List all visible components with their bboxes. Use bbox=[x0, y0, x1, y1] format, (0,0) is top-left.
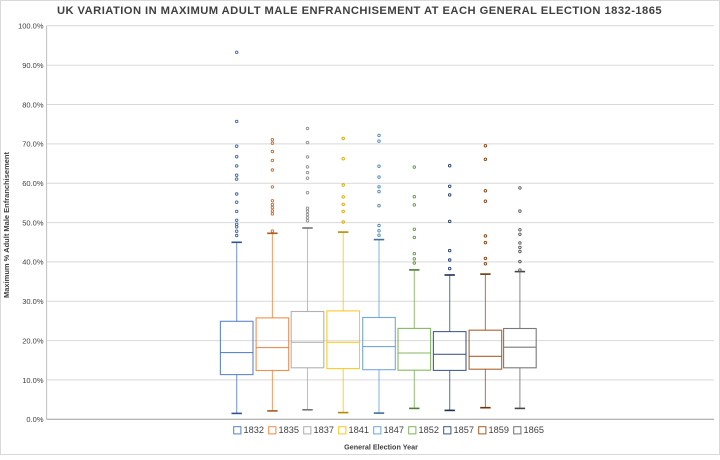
svg-text:20.0%: 20.0% bbox=[22, 336, 44, 345]
svg-text:100.0%: 100.0% bbox=[18, 22, 44, 31]
svg-text:1832: 1832 bbox=[244, 425, 264, 435]
svg-text:60.0%: 60.0% bbox=[22, 179, 44, 188]
svg-text:40.0%: 40.0% bbox=[22, 258, 44, 267]
svg-text:Maximum % Adult Male Enfranchi: Maximum % Adult Male Enfranchisement bbox=[2, 152, 11, 299]
svg-text:General Election Year: General Election Year bbox=[344, 442, 418, 451]
svg-text:90.0%: 90.0% bbox=[22, 61, 44, 70]
svg-text:80.0%: 80.0% bbox=[22, 100, 44, 109]
svg-text:50.0%: 50.0% bbox=[22, 218, 44, 227]
svg-text:10.0%: 10.0% bbox=[22, 376, 44, 385]
svg-text:30.0%: 30.0% bbox=[22, 297, 44, 306]
svg-text:1835: 1835 bbox=[279, 425, 299, 435]
svg-text:1837: 1837 bbox=[314, 425, 334, 435]
svg-text:1859: 1859 bbox=[489, 425, 509, 435]
svg-text:1857: 1857 bbox=[454, 425, 474, 435]
svg-text:1841: 1841 bbox=[349, 425, 369, 435]
svg-text:UK VARIATION IN MAXIMUM ADULT: UK VARIATION IN MAXIMUM ADULT MALE ENFRA… bbox=[57, 5, 662, 17]
svg-text:0.0%: 0.0% bbox=[26, 415, 43, 424]
svg-text:1852: 1852 bbox=[419, 425, 439, 435]
svg-text:70.0%: 70.0% bbox=[22, 140, 44, 149]
svg-text:1865: 1865 bbox=[524, 425, 544, 435]
svg-text:1847: 1847 bbox=[384, 425, 404, 435]
